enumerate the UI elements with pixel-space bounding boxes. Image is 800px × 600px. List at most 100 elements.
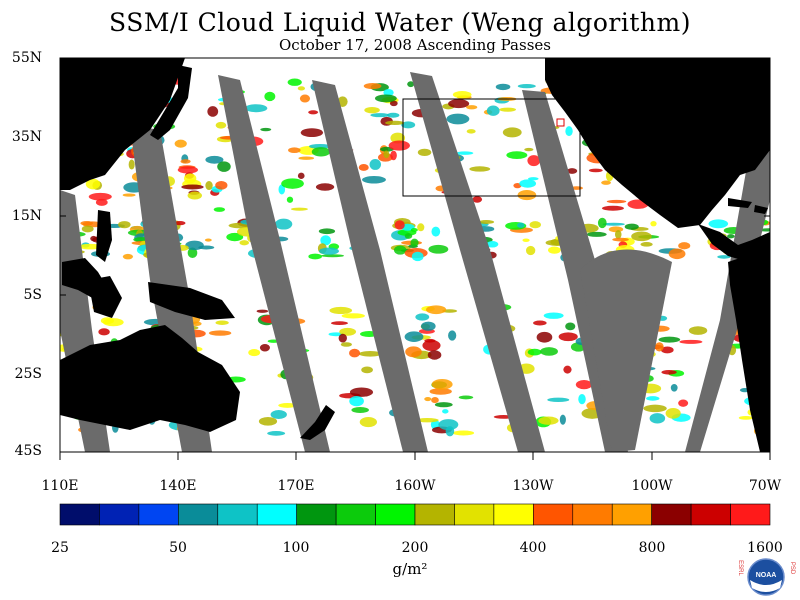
cloud-patch bbox=[309, 143, 332, 149]
cloud-patch bbox=[538, 416, 559, 425]
colorbar-swatch bbox=[651, 503, 692, 526]
cloud-patch bbox=[385, 120, 405, 125]
cloud-patch bbox=[88, 192, 112, 201]
cloud-patch bbox=[390, 150, 397, 161]
cloud-patch bbox=[349, 387, 374, 397]
south-america-land bbox=[728, 248, 770, 452]
philippines-land bbox=[96, 210, 112, 262]
cloud-patch bbox=[239, 240, 249, 246]
colorbar-swatch bbox=[296, 503, 337, 526]
cloud-patch bbox=[434, 402, 453, 408]
cloud-patch bbox=[215, 121, 227, 129]
cloud-patch bbox=[456, 151, 474, 155]
lat-label-45s: 45S bbox=[14, 443, 42, 459]
cloud-patch bbox=[588, 168, 603, 173]
cloud-patch bbox=[405, 346, 422, 358]
cloud-patch bbox=[415, 418, 439, 423]
australia-land bbox=[60, 325, 240, 432]
cloud-patch bbox=[198, 245, 215, 250]
cloud-patch bbox=[519, 179, 537, 188]
cloud-patch bbox=[431, 378, 453, 390]
cloud-patch bbox=[445, 426, 455, 437]
cloud-patch bbox=[291, 207, 308, 211]
cloud-patch bbox=[422, 340, 441, 351]
longitude-ticks bbox=[59, 452, 771, 460]
cloud-patch bbox=[298, 156, 315, 160]
cloud-patch bbox=[660, 346, 674, 354]
cloud-patch bbox=[259, 343, 270, 352]
noaa-logo-text: NOAA bbox=[756, 572, 777, 579]
cloud-patch bbox=[650, 221, 657, 227]
cloud-patch bbox=[424, 397, 432, 402]
cloud-patch bbox=[640, 242, 653, 247]
cloud-patch bbox=[517, 83, 536, 89]
colorbar-label-400: 400 bbox=[519, 540, 547, 556]
cloud-patch bbox=[417, 148, 432, 157]
lon-label-170e: 170E bbox=[277, 478, 315, 494]
cloud-patch bbox=[679, 339, 703, 344]
cloud-patch bbox=[401, 121, 416, 129]
cloud-patch bbox=[533, 320, 547, 326]
cloud-patch bbox=[248, 349, 261, 357]
cloud-patch bbox=[389, 100, 398, 107]
cloud-patch bbox=[601, 180, 611, 185]
colorbar-label-1600: 1600 bbox=[747, 540, 783, 556]
colorbar-swatch bbox=[217, 503, 258, 526]
cloud-patch bbox=[612, 237, 629, 242]
cloud-patch bbox=[466, 129, 476, 134]
colorbar-swatch bbox=[256, 503, 297, 526]
cloud-patch bbox=[320, 235, 332, 246]
cloud-patch bbox=[349, 395, 364, 407]
cloud-patch bbox=[646, 396, 660, 401]
logo-left-letters: ESRL bbox=[737, 560, 743, 576]
cloud-patch bbox=[517, 222, 525, 228]
cloud-patch bbox=[458, 395, 474, 400]
cloud-patch bbox=[278, 402, 297, 408]
cloud-patch bbox=[404, 331, 424, 342]
cloud-patch bbox=[578, 394, 586, 405]
cloud-patch bbox=[415, 313, 430, 321]
cloud-patch bbox=[383, 150, 390, 159]
noaa-logo: NOAA ESRL PSD bbox=[737, 558, 795, 596]
cloud-patch bbox=[558, 332, 578, 342]
cloud-patch bbox=[565, 126, 573, 137]
cloud-patch bbox=[536, 331, 553, 343]
cloud-patch bbox=[351, 407, 369, 413]
cloud-patch bbox=[174, 139, 187, 148]
cloud-patch bbox=[466, 105, 478, 110]
cloud-patch bbox=[264, 91, 276, 102]
cloud-patch bbox=[180, 159, 191, 164]
cloud-patch bbox=[448, 330, 457, 341]
cloud-patch bbox=[517, 189, 537, 201]
cloud-patch bbox=[256, 309, 269, 313]
cloud-patch bbox=[297, 86, 306, 91]
cloud-patch bbox=[341, 313, 365, 319]
cloud-patch bbox=[321, 254, 344, 258]
cloud-patch bbox=[177, 166, 199, 174]
cloud-patch bbox=[566, 168, 578, 174]
colorbar-swatch bbox=[178, 503, 219, 526]
colorbar-label-100: 100 bbox=[282, 540, 310, 556]
cloud-patch bbox=[472, 196, 483, 203]
cloud-patch bbox=[410, 228, 418, 232]
cloud-patch bbox=[318, 247, 339, 255]
cloud-patch bbox=[438, 419, 459, 431]
cloud-patch bbox=[425, 305, 447, 315]
cloud-patch bbox=[448, 99, 470, 109]
colorbar-label-25: 25 bbox=[51, 540, 69, 556]
cloud-patch bbox=[597, 217, 607, 229]
cloud-patch bbox=[299, 94, 311, 103]
borneo-land bbox=[88, 276, 122, 318]
cloud-patch bbox=[393, 245, 407, 255]
cloud-patch bbox=[308, 110, 319, 115]
cloud-patch bbox=[547, 397, 570, 402]
cloud-patch bbox=[205, 155, 224, 164]
colorbar-label-200: 200 bbox=[401, 540, 429, 556]
cloud-patch bbox=[215, 181, 228, 190]
cloud-patch bbox=[85, 178, 101, 190]
colorbar-swatch bbox=[493, 503, 534, 526]
cloud-patch bbox=[661, 369, 677, 375]
cloud-patch bbox=[217, 161, 231, 172]
cloud-patch bbox=[486, 241, 499, 248]
